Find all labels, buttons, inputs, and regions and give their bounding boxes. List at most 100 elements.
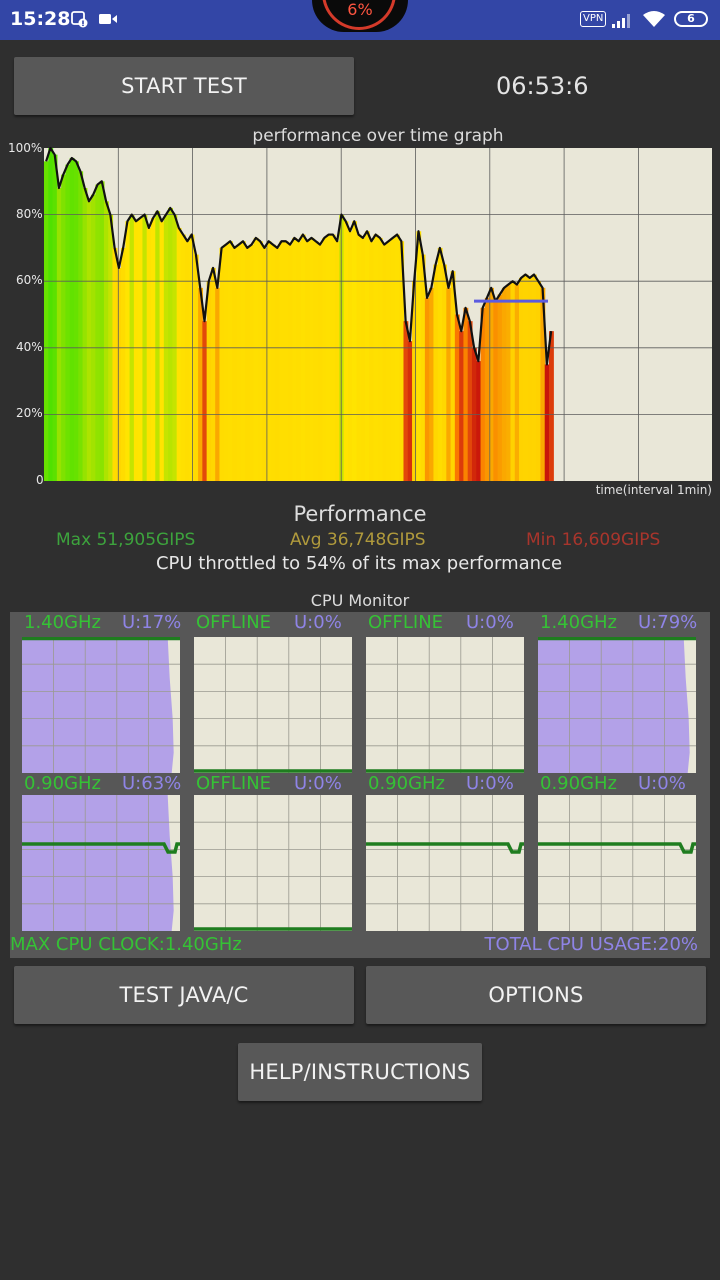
battery-icon: 6 — [674, 11, 708, 27]
performance-bar — [189, 234, 195, 481]
cpu-core-2-graph — [366, 637, 524, 773]
y-tick-20: 20% — [16, 406, 43, 420]
performance-bar — [292, 237, 298, 481]
performance-bar — [52, 154, 58, 481]
performance-bar — [523, 274, 529, 481]
performance-bar — [283, 241, 289, 481]
performance-bar — [536, 281, 542, 481]
performance-bar — [275, 247, 280, 481]
test-java-c-button[interactable]: TEST JAVA/C — [14, 966, 354, 1024]
performance-bar — [433, 264, 439, 481]
battery-percent-overlay: 6% — [347, 0, 373, 19]
cpu-monitor-title: CPU Monitor — [310, 591, 410, 610]
performance-bar — [544, 364, 550, 481]
options-button[interactable]: OPTIONS — [366, 966, 706, 1024]
performance-bar — [527, 277, 533, 481]
cpu-core-4-usage: U:63% — [122, 773, 182, 794]
performance-bar — [459, 331, 465, 481]
performance-bar — [416, 231, 422, 481]
performance-bar — [399, 241, 405, 481]
performance-bar — [223, 244, 229, 481]
cpu-core-graph-background — [366, 637, 524, 773]
performance-bar — [65, 164, 71, 481]
performance-bar — [489, 287, 494, 481]
performance-bar — [347, 231, 353, 481]
performance-bar — [236, 244, 242, 481]
performance-bar — [403, 321, 409, 481]
photo-notification-icon — [70, 10, 88, 32]
performance-bar — [155, 211, 161, 481]
performance-bar — [501, 287, 507, 481]
performance-bar — [215, 287, 221, 481]
performance-bar — [450, 271, 456, 481]
performance-bar — [506, 284, 512, 481]
y-tick-40: 40% — [16, 340, 43, 354]
cpu-core-clock-line — [22, 842, 180, 854]
performance-bar — [356, 234, 362, 481]
performance-bar — [493, 301, 499, 481]
cpu-core-7-graph — [538, 795, 696, 931]
performance-bar — [446, 287, 452, 481]
performance-bar — [185, 241, 191, 481]
performance-bar — [467, 321, 473, 481]
cpu-core-6-usage: U:0% — [466, 773, 514, 794]
performance-bar — [386, 241, 392, 481]
cpu-core-3-graph — [538, 637, 696, 773]
performance-bar — [424, 297, 430, 481]
video-camera-icon — [98, 12, 118, 30]
performance-bar — [364, 231, 370, 481]
performance-bar — [138, 217, 144, 481]
performance-bar — [95, 184, 101, 481]
help-instructions-button[interactable]: HELP/INSTRUCTIONS — [238, 1043, 482, 1101]
cpu-core-6-graph — [366, 795, 524, 931]
cpu-monitor-panel: 1.40GHz U:17% OFFLINE U:0% OFFLINE U:0% 1.40GH… — [10, 612, 710, 958]
signal-icon — [612, 12, 634, 28]
max-performance: Max 51,905GIPS — [56, 530, 196, 550]
performance-bar — [437, 247, 443, 481]
performance-bar — [253, 237, 259, 481]
cpu-core-1-graph — [194, 637, 352, 773]
performance-bar — [91, 194, 96, 481]
performance-bar — [99, 181, 105, 482]
performance-bar — [287, 244, 293, 481]
performance-bar — [202, 321, 208, 481]
performance-bar — [480, 307, 486, 481]
cpu-core-clock-line — [538, 842, 696, 854]
performance-bar — [69, 157, 75, 482]
graph-title: performance over time graph — [252, 126, 504, 146]
performance-bar — [198, 287, 203, 481]
performance-bar — [330, 234, 336, 481]
cpu-core-load-area — [538, 637, 690, 773]
performance-bar — [121, 247, 126, 481]
performance-bar — [270, 244, 276, 481]
performance-bar — [133, 221, 139, 481]
performance-bar — [176, 227, 182, 481]
cpu-core-0-frequency: 1.40GHz — [24, 612, 102, 633]
performance-bar — [343, 221, 349, 481]
cpu-core-0-usage: U:17% — [122, 612, 182, 633]
cpu-core-graph-background — [538, 795, 696, 931]
cpu-core-4-graph — [22, 795, 180, 931]
performance-bar — [412, 281, 417, 481]
wifi-icon — [642, 10, 666, 32]
performance-bar — [150, 217, 156, 481]
performance-bar — [168, 207, 173, 481]
y-tick-0: 0 — [36, 473, 44, 487]
cpu-core-graph-background — [366, 795, 524, 931]
start-test-button[interactable]: START TEST — [14, 57, 354, 115]
performance-bar — [61, 174, 66, 481]
performance-bar — [296, 241, 302, 481]
cpu-core-6-frequency: 0.90GHz — [368, 773, 446, 794]
cpu-core-5-frequency: OFFLINE — [196, 773, 272, 794]
performance-bar — [326, 234, 332, 481]
performance-bar — [394, 234, 400, 481]
performance-bar — [206, 281, 212, 481]
max-cpu-clock: MAX CPU CLOCK:1.40GHz — [10, 934, 242, 955]
cpu-core-7-frequency: 0.90GHz — [540, 773, 618, 794]
y-tick-80: 80% — [16, 207, 43, 221]
performance-bar — [86, 201, 92, 481]
vpn-icon: VPN — [580, 11, 607, 27]
performance-bar — [382, 244, 387, 481]
performance-bar — [262, 247, 268, 481]
performance-bar — [407, 341, 413, 481]
